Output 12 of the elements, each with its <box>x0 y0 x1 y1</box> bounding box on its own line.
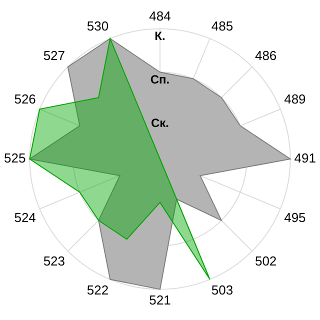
spoke-label: 530 <box>86 18 109 34</box>
spoke-label: 489 <box>284 91 306 106</box>
spoke-label: 522 <box>86 282 109 298</box>
spoke-label: 521 <box>149 292 171 308</box>
spoke-label: 495 <box>284 210 306 225</box>
spoke-label: 485 <box>211 18 234 34</box>
spoke-label: 502 <box>254 253 277 268</box>
spoke-label: 484 <box>149 8 171 24</box>
spoke-label: 486 <box>254 48 277 63</box>
spoke-label: 491 <box>294 150 316 166</box>
spoke-label: 503 <box>211 282 234 298</box>
spoke-label: 525 <box>4 150 26 166</box>
